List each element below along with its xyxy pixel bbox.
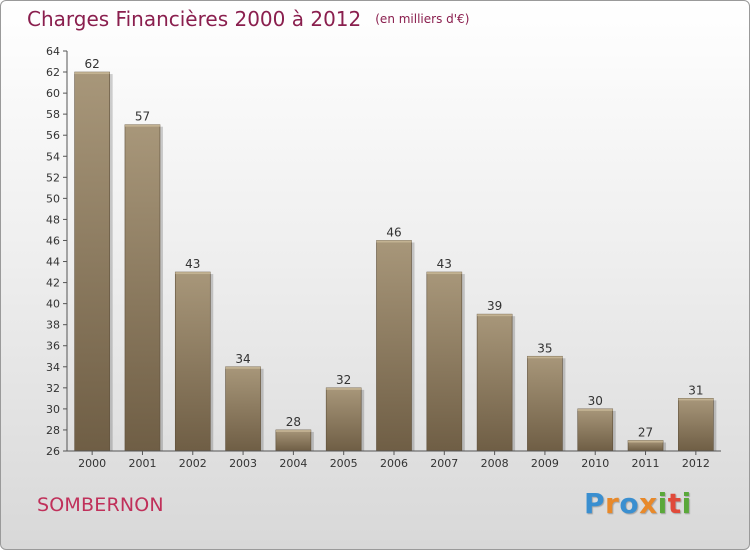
bars-group: 62 57 43 34 28 32 46 43 39 35 30 27 31 — [74, 57, 717, 452]
x-tick-label: 2003 — [229, 457, 257, 470]
bar — [275, 429, 312, 452]
bar-value-label: 31 — [688, 383, 703, 397]
logo-letter: t — [667, 487, 682, 520]
bar-value-label: 32 — [336, 373, 351, 387]
y-tick-label: 36 — [46, 340, 60, 353]
bar — [325, 387, 362, 452]
bar — [577, 408, 614, 452]
y-tick-label: 44 — [46, 256, 60, 269]
y-axis: 26 28 30 32 34 36 38 40 42 44 46 48 50 52 54 56 58 60 62 64 — [46, 45, 68, 458]
x-tick-label: 2010 — [581, 457, 609, 470]
y-tick-label: 28 — [46, 424, 60, 437]
bar — [678, 398, 714, 452]
bar-highlight — [275, 429, 311, 432]
logo-letter: P — [584, 487, 606, 520]
y-tick-label: 30 — [46, 403, 60, 416]
x-tick-label: 2007 — [430, 457, 458, 470]
x-tick-label: 2008 — [481, 457, 509, 470]
logo-letter: r — [605, 487, 620, 520]
x-tick-label: 2009 — [531, 457, 559, 470]
x-tick-label: 2012 — [682, 457, 710, 470]
bar — [426, 271, 463, 452]
y-tick-label: 56 — [46, 129, 60, 142]
bar-highlight — [376, 240, 412, 243]
y-tick-label: 54 — [46, 150, 60, 163]
chart-unit: (en milliers d'€) — [375, 12, 470, 26]
y-tick-label: 46 — [46, 234, 60, 247]
x-tick-label: 2006 — [380, 457, 408, 470]
y-tick-label: 52 — [46, 171, 60, 184]
bar-value-label: 30 — [588, 394, 603, 408]
x-tick-label: 2002 — [179, 457, 207, 470]
logo-letter: x — [639, 487, 658, 520]
y-tick-label: 62 — [46, 66, 60, 79]
y-tick-label: 26 — [46, 445, 60, 458]
x-axis: 2000 2001 2002 2003 2004 2005 2006 2007 2008 2009… — [67, 450, 721, 470]
bar-highlight — [577, 408, 613, 411]
chart-title-text: Charges Financières 2000 à 2012 — [27, 7, 362, 31]
logo-letter: o — [619, 487, 640, 520]
y-tick-label: 60 — [46, 87, 60, 100]
bar-value-label: 35 — [537, 341, 552, 355]
bar — [476, 313, 513, 452]
bar-value-label: 43 — [185, 257, 200, 271]
proxiti-logo[interactable]: Proxiti — [584, 487, 692, 520]
bar — [376, 240, 412, 452]
y-tick-label: 38 — [46, 319, 60, 332]
bar-value-label: 27 — [638, 425, 653, 439]
bar-value-label: 46 — [386, 225, 401, 239]
bar-highlight — [477, 314, 513, 317]
bar-value-label: 62 — [85, 57, 100, 71]
y-tick-label: 58 — [46, 108, 60, 121]
y-tick-label: 32 — [46, 382, 60, 395]
x-tick-label: 2005 — [330, 457, 358, 470]
bar-highlight — [326, 387, 362, 390]
x-tick-label: 2011 — [632, 457, 660, 470]
y-tick-label: 50 — [46, 192, 60, 205]
logo-letter: i — [681, 487, 692, 520]
y-tick-label: 34 — [46, 361, 60, 374]
bar-highlight — [628, 440, 664, 443]
bar-highlight — [678, 398, 714, 401]
bar-highlight — [74, 72, 110, 75]
bar-highlight — [225, 366, 261, 369]
y-tick-label: 42 — [46, 277, 60, 290]
bar-value-label: 28 — [286, 415, 301, 429]
bar — [74, 71, 110, 452]
bar-highlight — [426, 272, 462, 275]
x-tick-label: 2004 — [279, 457, 307, 470]
x-tick-label: 2001 — [128, 457, 156, 470]
bar — [174, 271, 211, 452]
bar — [124, 124, 161, 452]
bar-value-label: 34 — [235, 352, 250, 366]
bar-highlight — [175, 272, 211, 275]
logo-letter: i — [657, 487, 668, 520]
bar — [527, 355, 563, 452]
bar-value-label: 57 — [135, 110, 150, 124]
chart-title: Charges Financières 2000 à 2012 (en milli… — [27, 7, 469, 31]
bar — [225, 366, 261, 452]
bar-highlight — [124, 124, 160, 127]
y-tick-label: 64 — [46, 45, 60, 58]
bar-highlight — [527, 356, 563, 359]
x-tick-label: 2000 — [78, 457, 106, 470]
y-tick-label: 40 — [46, 298, 60, 311]
bar-value-label: 39 — [487, 299, 502, 313]
place-name: SOMBERNON — [37, 494, 164, 516]
bar-value-label: 43 — [437, 257, 452, 271]
y-tick-label: 48 — [46, 213, 60, 226]
